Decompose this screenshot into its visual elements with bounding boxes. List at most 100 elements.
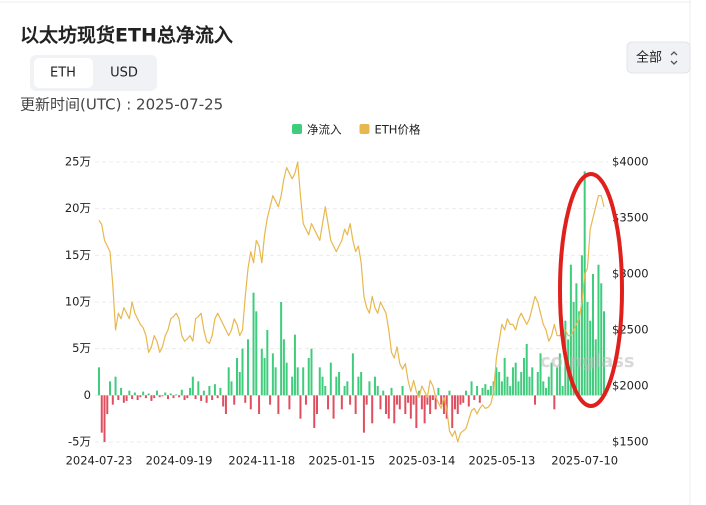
bar	[456, 395, 459, 414]
bar	[542, 381, 545, 396]
x-tick-label: 2024-07-23	[66, 454, 133, 468]
range-dropdown-label[interactable]: 全部	[636, 50, 662, 66]
legend-swatch	[292, 124, 302, 134]
range-dropdown[interactable]	[626, 41, 691, 74]
bar	[495, 367, 498, 396]
highlight-ellipse	[558, 172, 624, 408]
bar	[316, 395, 319, 414]
y-tick-label: 0	[84, 388, 91, 402]
bar	[561, 386, 564, 396]
x-tick-label: 2025-07-10	[551, 454, 618, 468]
bar	[354, 395, 357, 414]
bar	[324, 386, 327, 396]
bar	[357, 376, 360, 396]
bar	[186, 395, 189, 399]
bar	[429, 395, 432, 414]
bar	[520, 372, 523, 396]
bar	[109, 381, 112, 396]
bar	[266, 330, 269, 396]
bar	[404, 395, 407, 414]
bar	[293, 334, 296, 396]
bar	[103, 395, 106, 442]
bar	[338, 372, 341, 396]
bar	[233, 395, 236, 405]
bar	[371, 395, 374, 424]
bar	[534, 395, 537, 405]
bar	[453, 395, 456, 410]
bar	[340, 395, 343, 410]
bar	[511, 367, 514, 396]
bar	[211, 395, 214, 400]
bar	[235, 358, 238, 396]
bar	[390, 387, 393, 396]
bar	[313, 395, 316, 428]
bar	[514, 362, 517, 396]
bar	[349, 395, 352, 405]
bar	[387, 395, 390, 419]
bar	[365, 395, 368, 405]
toggle-selected[interactable]	[34, 58, 93, 88]
bar	[131, 395, 134, 400]
bar	[522, 358, 525, 396]
bar	[594, 339, 597, 396]
bar	[249, 395, 252, 410]
bar	[260, 348, 263, 396]
bar	[589, 320, 592, 396]
bar	[252, 292, 255, 396]
bar	[362, 395, 365, 433]
bar	[550, 362, 553, 396]
bar	[128, 390, 131, 396]
bar	[373, 376, 376, 396]
bar	[401, 386, 404, 396]
bar	[440, 395, 443, 405]
bar	[332, 395, 335, 419]
bar	[150, 395, 153, 401]
bar	[255, 311, 258, 396]
bar	[503, 358, 506, 396]
bar	[280, 302, 283, 396]
bar	[556, 367, 559, 396]
bar	[487, 389, 490, 396]
bar	[274, 367, 277, 396]
bar	[296, 367, 299, 396]
bar	[288, 395, 291, 410]
y-tick-label: 25万	[65, 155, 91, 169]
toggle-option[interactable]: ETH	[50, 66, 76, 81]
bar	[285, 362, 288, 396]
bar	[197, 381, 200, 396]
bar	[580, 255, 583, 396]
bar	[139, 395, 142, 398]
bar	[321, 376, 324, 396]
x-tick-label: 2025-03-14	[388, 454, 455, 468]
bar	[216, 395, 219, 399]
bar	[144, 395, 147, 399]
bar	[224, 395, 227, 414]
bar	[528, 376, 531, 396]
bar	[291, 376, 294, 396]
bar	[213, 384, 216, 396]
bar	[600, 283, 603, 396]
bar	[205, 395, 208, 403]
bar	[437, 387, 440, 396]
bar	[258, 395, 261, 414]
bar	[583, 171, 586, 396]
bar	[398, 395, 401, 410]
bar	[136, 395, 139, 400]
bar	[161, 395, 164, 397]
bar	[572, 302, 575, 396]
y-tick-label: 15万	[65, 248, 91, 262]
bar	[269, 395, 272, 405]
bar	[346, 381, 349, 396]
watermark: coinglass	[540, 351, 635, 372]
bar	[247, 339, 250, 396]
bar	[100, 395, 103, 433]
bar	[122, 395, 125, 403]
bar	[420, 395, 423, 410]
x-tick-label: 2025-01-15	[308, 454, 375, 468]
y-tick-label: 10万	[65, 295, 91, 309]
toggle-option[interactable]: USD	[110, 66, 138, 81]
legend-label: 净流入	[307, 123, 342, 137]
bar	[597, 264, 600, 396]
bar	[219, 387, 222, 396]
